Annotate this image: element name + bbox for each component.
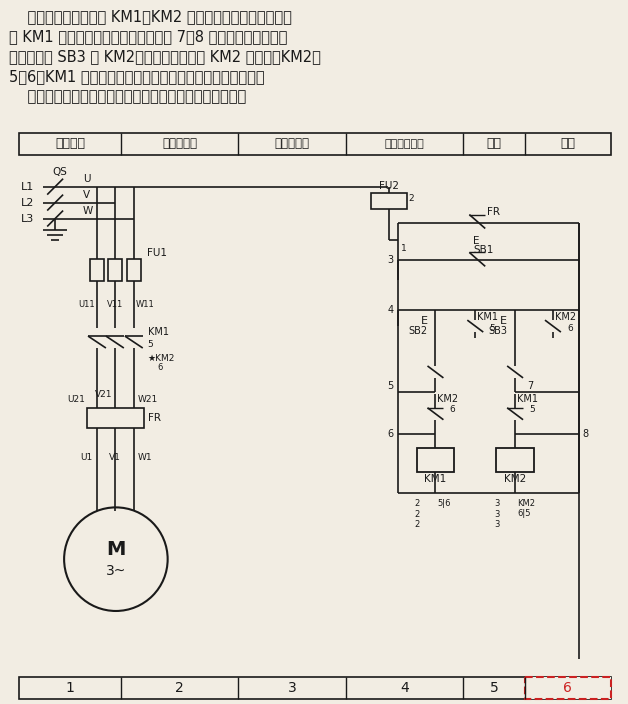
Text: SB1: SB1 — [474, 246, 494, 256]
Text: 电动机正转: 电动机正转 — [162, 137, 197, 151]
Text: KM2: KM2 — [517, 499, 535, 508]
Text: W21: W21 — [138, 395, 158, 404]
Text: KM1: KM1 — [517, 394, 538, 404]
Bar — [525, 677, 610, 698]
Bar — [90, 259, 104, 282]
Text: V: V — [83, 189, 90, 200]
Text: SB2: SB2 — [408, 326, 428, 336]
Text: FU1: FU1 — [147, 249, 167, 258]
Text: 8: 8 — [583, 429, 589, 439]
Text: 5|6: 5|6 — [438, 499, 451, 508]
Text: 5: 5 — [529, 405, 535, 414]
Text: 4: 4 — [400, 681, 409, 695]
Text: 6: 6 — [387, 429, 394, 439]
Bar — [19, 677, 610, 698]
Text: 1: 1 — [66, 681, 75, 695]
Text: 2: 2 — [409, 194, 414, 203]
Text: 正转: 正转 — [487, 137, 502, 151]
Text: 2
2
2: 2 2 2 — [414, 499, 420, 529]
Text: ★KM2: ★KM2 — [148, 353, 175, 363]
Text: L1: L1 — [21, 182, 35, 191]
Text: V21: V21 — [95, 390, 113, 399]
Text: 3~: 3~ — [106, 564, 126, 578]
Bar — [127, 259, 141, 282]
Text: E: E — [421, 316, 428, 326]
Text: 2: 2 — [175, 681, 184, 695]
Text: U21: U21 — [67, 395, 85, 404]
Text: 3
3
3: 3 3 3 — [494, 499, 499, 529]
Text: 电动机反转: 电动机反转 — [274, 137, 310, 151]
Bar — [87, 408, 144, 428]
Text: L2: L2 — [21, 198, 35, 208]
Text: U: U — [83, 174, 90, 184]
Text: W: W — [83, 206, 94, 215]
Bar — [371, 193, 406, 208]
Text: V1: V1 — [109, 453, 121, 462]
Text: 6: 6 — [567, 324, 573, 333]
Text: 6: 6 — [158, 363, 163, 372]
Text: FR: FR — [148, 413, 161, 422]
Text: 1: 1 — [401, 244, 406, 253]
Text: KM2: KM2 — [504, 474, 526, 484]
Text: 时如果按下 SB3 时 KM2不能吸合；同理如 KM2 吸合时，KM2断: 时如果按下 SB3 时 KM2不能吸合；同理如 KM2 吸合时，KM2断 — [9, 49, 322, 64]
Text: FR: FR — [487, 206, 501, 217]
Text: M: M — [106, 540, 126, 559]
Text: U11: U11 — [78, 300, 95, 309]
Text: SB3: SB3 — [488, 326, 507, 336]
Text: 3: 3 — [288, 681, 296, 695]
Text: KM1: KM1 — [477, 312, 498, 322]
Bar — [416, 448, 455, 472]
Text: 5: 5 — [148, 339, 153, 348]
Text: 5、6，KM1 也不会吸合，所以它能避免主电路的相间短路。: 5、6，KM1 也不会吸合，所以它能避免主电路的相间短路。 — [9, 69, 265, 84]
Bar — [19, 133, 610, 155]
Text: U1: U1 — [81, 453, 93, 462]
Text: KM1: KM1 — [148, 327, 169, 337]
Text: 5: 5 — [490, 681, 499, 695]
Text: 6|5: 6|5 — [517, 510, 531, 518]
Text: 6: 6 — [563, 681, 572, 695]
Bar — [496, 448, 534, 472]
Circle shape — [64, 508, 168, 611]
Text: 6: 6 — [450, 405, 455, 414]
Text: KM2: KM2 — [555, 312, 576, 322]
Text: 反转: 反转 — [560, 137, 575, 151]
Text: KM1: KM1 — [425, 474, 447, 484]
Text: 7: 7 — [527, 381, 533, 391]
Text: 3: 3 — [387, 256, 394, 265]
Text: 控制电路中，接触器 KM1、KM2 两对常闭触点为联锁触点。: 控制电路中，接触器 KM1、KM2 两对常闭触点为联锁触点。 — [9, 9, 292, 25]
Text: 5: 5 — [489, 324, 495, 333]
Text: 用辅助触点作联锁保护的电动机可逆起动控制电路，见图: 用辅助触点作联锁保护的电动机可逆起动控制电路，见图 — [9, 89, 247, 104]
Text: KM2: KM2 — [438, 394, 458, 404]
Text: QS: QS — [53, 167, 68, 177]
Text: 5: 5 — [387, 381, 394, 391]
Text: 控制电路保护: 控制电路保护 — [385, 139, 425, 149]
Text: V11: V11 — [107, 300, 123, 309]
Text: E: E — [500, 316, 507, 326]
Text: 电源开关: 电源开关 — [55, 137, 85, 151]
Text: W1: W1 — [138, 453, 153, 462]
Text: 4: 4 — [387, 305, 394, 315]
Text: W11: W11 — [136, 300, 154, 309]
Text: FU2: FU2 — [379, 181, 399, 191]
Text: 当 KM1 动作后，其常闭触点打开，将 7、8 之间断开，保证了这: 当 KM1 动作后，其常闭触点打开，将 7、8 之间断开，保证了这 — [9, 30, 288, 44]
Bar — [108, 259, 122, 282]
Text: L3: L3 — [21, 213, 35, 224]
Text: E: E — [474, 237, 480, 246]
